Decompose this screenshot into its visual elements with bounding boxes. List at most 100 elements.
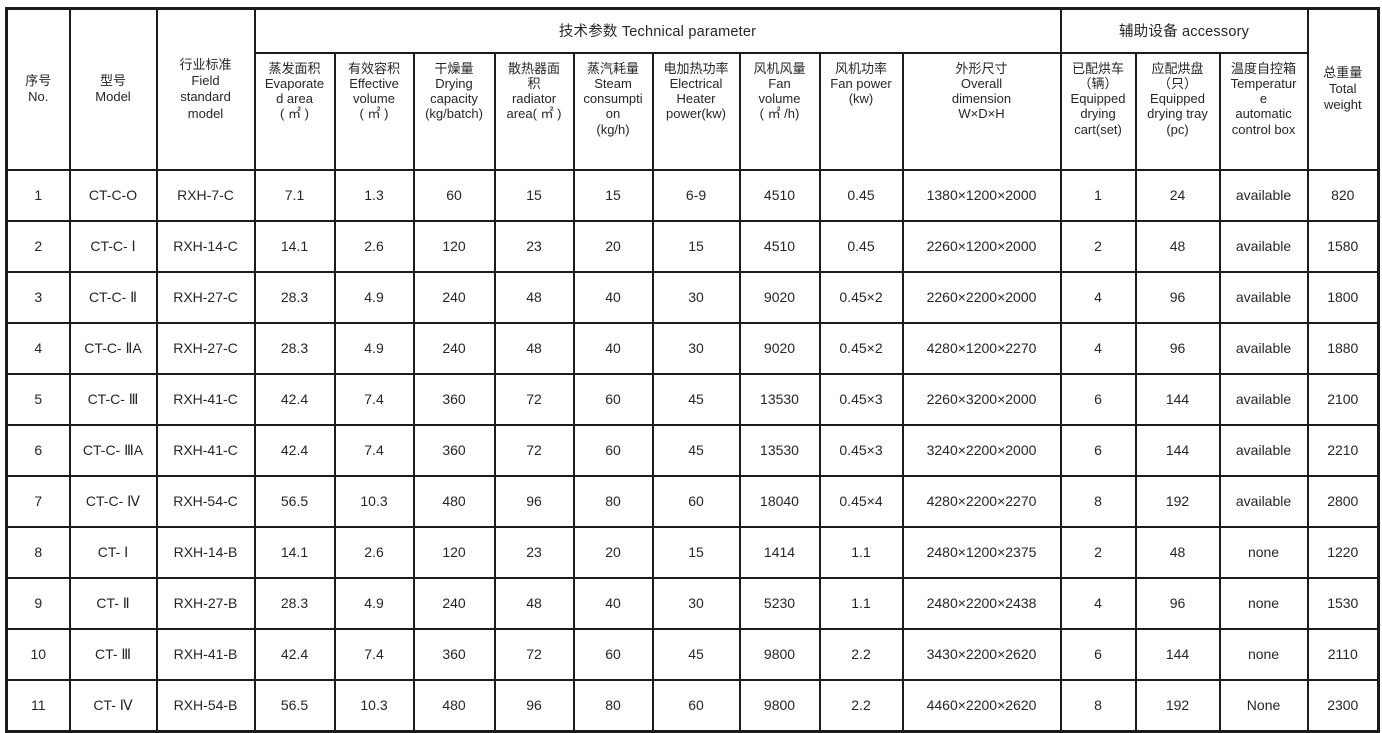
cell-total-weight: 2100 [1306,372,1380,426]
cell-drying-capacity: 240 [412,270,496,324]
cell-model: CT-C-O [68,168,158,222]
cell-effective-volume: 7.4 [333,372,415,426]
col-header-effective-volume: 有效容积 Effective volume ( ㎡ ) [333,51,415,171]
cell-no: 11 [5,678,71,732]
cell-model: CT- Ⅱ [68,576,158,630]
cell-equipped-drying-cart: 4 [1059,270,1137,324]
table-row: 5 CT-C- Ⅲ RXH-41-C 42.4 7.4 360 72 60 45 13530 0.4… [5,372,1380,426]
cell-overall-dimension: 1380×1200×2000 [901,168,1062,222]
cell-fan-volume: 9020 [738,270,821,324]
cell-equipped-drying-cart: 2 [1059,219,1137,273]
cell-steam-consumption: 60 [572,372,654,426]
cell-effective-volume: 4.9 [333,576,415,630]
cell-drying-capacity: 360 [412,423,496,477]
cell-fan-power: 0.45×3 [818,372,904,426]
cell-radiator-area: 96 [493,474,575,528]
cell-radiator-area: 23 [493,525,575,579]
cell-evaporated-area: 7.1 [253,168,336,222]
cell-equipped-drying-tray: 144 [1134,372,1221,426]
cell-equipped-drying-cart: 8 [1059,474,1137,528]
cell-fan-power: 2.2 [818,678,904,732]
col-header-evaporated-area: 蒸发面积 Evaporate d area ( ㎡ ) [253,51,336,171]
cell-fan-power: 2.2 [818,627,904,681]
col-header-fan-volume: 风机风量 Fan volume ( ㎡ /h) [738,51,821,171]
cell-evaporated-area: 14.1 [253,525,336,579]
spec-sheet: 序号 No. 型号 Model 行业标准 Field standard mode… [5,7,1381,733]
cell-radiator-area: 15 [493,168,575,222]
cell-effective-volume: 7.4 [333,423,415,477]
cell-total-weight: 1530 [1306,576,1380,630]
cell-fan-power: 0.45 [818,168,904,222]
cell-temperature-control-box: available [1218,423,1309,477]
cell-equipped-drying-tray: 192 [1134,474,1221,528]
cell-no: 2 [5,219,71,273]
cell-evaporated-area: 56.5 [253,474,336,528]
cell-equipped-drying-tray: 96 [1134,270,1221,324]
cell-field-standard-model: RXH-41-C [155,372,256,426]
group-header-technical-parameter: 技术参数 Technical parameter [253,7,1062,54]
group-header-row: 序号 No. 型号 Model 行业标准 Field standard mode… [5,7,1380,171]
cell-field-standard-model: RXH-14-B [155,525,256,579]
cell-drying-capacity: 120 [412,219,496,273]
col-header-model: 型号 Model [68,7,158,171]
cell-steam-consumption: 80 [572,678,654,732]
cell-equipped-drying-tray: 96 [1134,576,1221,630]
col-header-electrical-heater-power: 电加热功率 Electrical Heater power(kw) [651,51,741,171]
cell-radiator-area: 96 [493,678,575,732]
cell-equipped-drying-tray: 48 [1134,525,1221,579]
cell-equipped-drying-cart: 6 [1059,423,1137,477]
cell-drying-capacity: 480 [412,474,496,528]
cell-equipped-drying-cart: 8 [1059,678,1137,732]
cell-field-standard-model: RXH-54-B [155,678,256,732]
table-row: 7 CT-C- Ⅳ RXH-54-C 56.5 10.3 480 96 80 60 18040 0.… [5,474,1380,528]
cell-total-weight: 1580 [1306,219,1380,273]
cell-effective-volume: 7.4 [333,627,415,681]
cell-drying-capacity: 360 [412,372,496,426]
table-row: 10 CT- Ⅲ RXH-41-B 42.4 7.4 360 72 60 45 9800 2.2 34… [5,627,1380,681]
cell-radiator-area: 23 [493,219,575,273]
col-header-radiator-area: 散热器面 积 radiator area( ㎡ ) [493,51,575,171]
cell-electrical-heater-power: 30 [651,321,741,375]
cell-equipped-drying-tray: 24 [1134,168,1221,222]
cell-equipped-drying-tray: 96 [1134,321,1221,375]
table-row: 8 CT- Ⅰ RXH-14-B 14.1 2.6 120 23 20 15 1414 1.1 248… [5,525,1380,579]
cell-model: CT-C- ⅢA [68,423,158,477]
cell-overall-dimension: 3240×2200×2000 [901,423,1062,477]
cell-field-standard-model: RXH-41-C [155,423,256,477]
cell-total-weight: 2300 [1306,678,1380,732]
cell-overall-dimension: 4460×2200×2620 [901,678,1062,732]
cell-field-standard-model: RXH-41-B [155,627,256,681]
cell-temperature-control-box: available [1218,474,1309,528]
cell-steam-consumption: 80 [572,474,654,528]
cell-no: 6 [5,423,71,477]
cell-steam-consumption: 40 [572,270,654,324]
cell-field-standard-model: RXH-54-C [155,474,256,528]
cell-equipped-drying-cart: 1 [1059,168,1137,222]
cell-field-standard-model: RXH-27-B [155,576,256,630]
cell-radiator-area: 48 [493,576,575,630]
cell-electrical-heater-power: 30 [651,270,741,324]
column-header-row: 蒸发面积 Evaporate d area ( ㎡ ) 有效容积 Effecti… [7,51,1379,171]
cell-total-weight: 2210 [1306,423,1380,477]
cell-effective-volume: 2.6 [333,525,415,579]
cell-equipped-drying-tray: 144 [1134,423,1221,477]
cell-equipped-drying-cart: 4 [1059,576,1137,630]
cell-overall-dimension: 2480×2200×2438 [901,576,1062,630]
table-row: 4 CT-C- ⅡA RXH-27-C 28.3 4.9 240 48 40 30 9020 0.4… [5,321,1380,375]
cell-overall-dimension: 2260×3200×2000 [901,372,1062,426]
cell-drying-capacity: 240 [412,576,496,630]
cell-effective-volume: 2.6 [333,219,415,273]
cell-radiator-area: 72 [493,627,575,681]
table-row: 9 CT- Ⅱ RXH-27-B 28.3 4.9 240 48 40 30 5230 1.1 248… [5,576,1380,630]
cell-overall-dimension: 2260×1200×2000 [901,219,1062,273]
table-row: 2 CT-C- Ⅰ RXH-14-C 14.1 2.6 120 23 20 15 4510 0.45… [5,219,1380,273]
cell-no: 5 [5,372,71,426]
cell-total-weight: 2110 [1306,627,1380,681]
cell-evaporated-area: 42.4 [253,372,336,426]
col-header-no: 序号 No. [5,7,71,171]
cell-total-weight: 1220 [1306,525,1380,579]
table-row: 1 CT-C-O RXH-7-C 7.1 1.3 60 15 15 6-9 4510 0.45 138… [5,168,1380,222]
table-row: 3 CT-C- Ⅱ RXH-27-C 28.3 4.9 240 48 40 30 9020 0.45… [5,270,1380,324]
cell-electrical-heater-power: 45 [651,372,741,426]
cell-drying-capacity: 360 [412,627,496,681]
